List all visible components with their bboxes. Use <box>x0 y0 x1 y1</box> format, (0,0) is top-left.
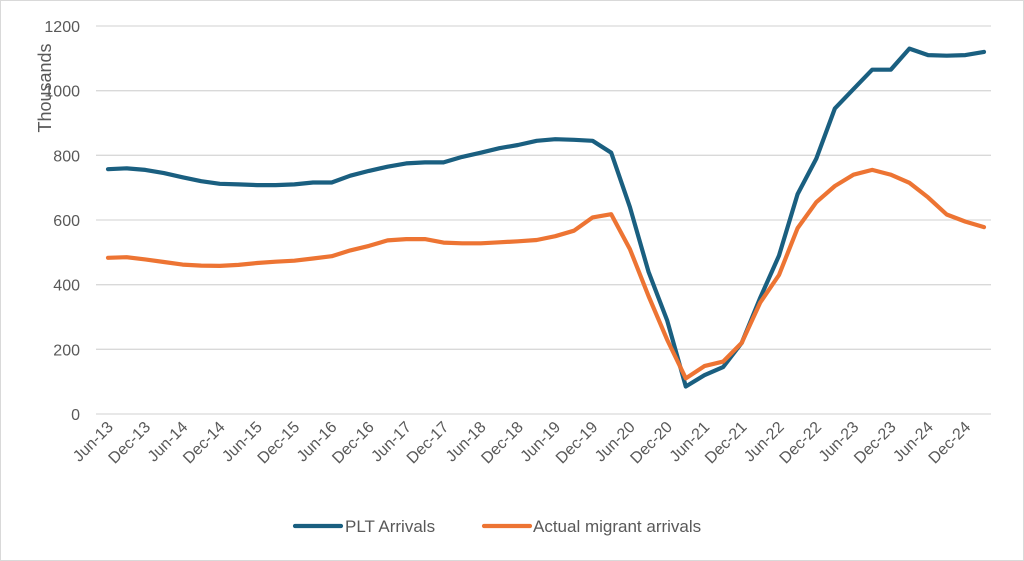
x-tick-label: Dec-17 <box>404 419 453 468</box>
x-tick-label: Dec-19 <box>553 419 602 468</box>
series-line-actual-migrant-arrivals <box>105 167 987 381</box>
x-tick-label: Dec-23 <box>851 419 900 468</box>
y-tick-label: 1200 <box>44 19 80 36</box>
x-tick-label: Dec-22 <box>777 419 826 468</box>
y-tick-label: 200 <box>53 342 80 359</box>
x-tick-label: Dec-20 <box>627 419 676 468</box>
x-tick-label: Dec-24 <box>926 419 975 468</box>
y-tick-label: 600 <box>53 213 80 230</box>
y-axis-label: Thousands <box>35 43 55 132</box>
legend-label: Actual migrant arrivals <box>533 517 701 536</box>
y-tick-label: 800 <box>53 148 80 165</box>
x-tick-label: Dec-13 <box>106 419 155 468</box>
legend-label: PLT Arrivals <box>345 517 435 536</box>
series-line-plt-arrivals <box>105 46 987 389</box>
y-tick-label: 0 <box>71 407 80 424</box>
y-tick-label: 1000 <box>44 84 80 101</box>
y-tick-label: 400 <box>53 278 80 295</box>
series-lines <box>105 46 987 389</box>
x-tick-label: Dec-21 <box>702 419 751 468</box>
x-axis-ticks: Jun-13Dec-13Jun-14Dec-14Jun-15Dec-15Jun-… <box>70 419 974 468</box>
x-tick-label: Dec-16 <box>329 419 378 468</box>
legend: PLT Arrivals Actual migrant arrivals <box>292 517 701 536</box>
x-tick-label: Dec-14 <box>180 419 229 468</box>
y-axis-ticks: 0 200 400 600 800 1000 1200 <box>44 19 80 424</box>
x-tick-label: Dec-18 <box>478 419 527 468</box>
x-tick-label: Dec-15 <box>255 419 304 468</box>
gridlines <box>96 25 991 415</box>
